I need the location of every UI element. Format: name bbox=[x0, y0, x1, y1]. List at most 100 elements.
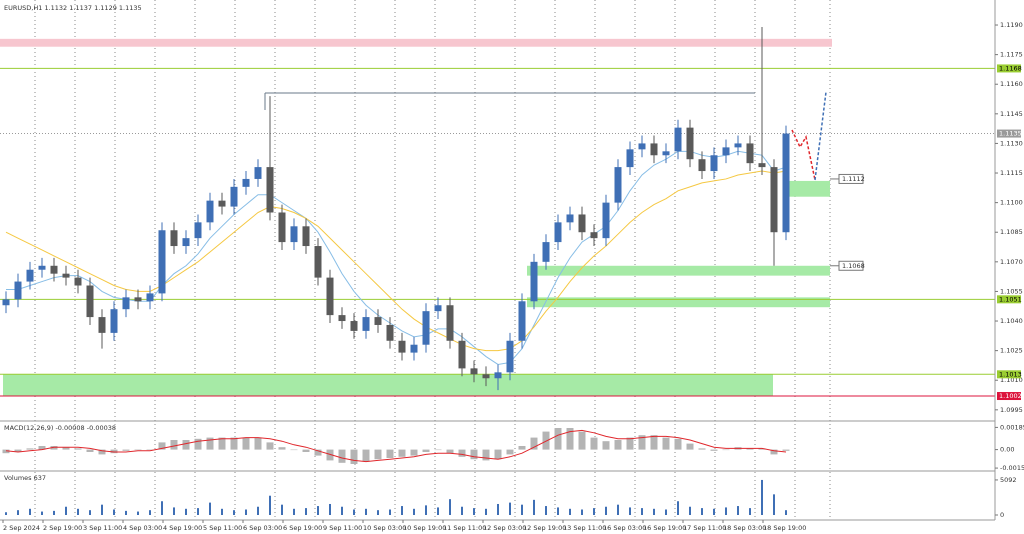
candle-body bbox=[386, 324, 394, 341]
volume-bar bbox=[269, 495, 271, 515]
volume-bar bbox=[17, 510, 19, 515]
zone bbox=[785, 180, 830, 197]
candle-body bbox=[302, 226, 310, 247]
x-tick-label: 13 Sep 11:00 bbox=[563, 524, 606, 532]
candle-body bbox=[422, 311, 430, 345]
macd-bar bbox=[746, 448, 754, 450]
y-tick-label: 1.1115 bbox=[1000, 169, 1023, 177]
macd-bar bbox=[86, 449, 94, 452]
y-tick-label: 1.0995 bbox=[1000, 406, 1023, 414]
volume-bar bbox=[257, 506, 259, 515]
macd-bar bbox=[674, 438, 682, 450]
y-tick-label: 1.1055 bbox=[1000, 287, 1023, 295]
x-tick-label: 2 Sep 19:00 bbox=[43, 524, 82, 532]
y-tick-label: 1.1040 bbox=[1000, 317, 1023, 325]
zone bbox=[0, 38, 832, 47]
candle-body bbox=[314, 246, 322, 278]
macd-bar bbox=[266, 442, 274, 450]
volume-bar bbox=[413, 508, 415, 515]
macd-bar bbox=[218, 437, 226, 450]
volume-tick-label: 0 bbox=[1000, 511, 1004, 519]
macd-bar bbox=[758, 448, 766, 450]
price-tag bbox=[997, 295, 1021, 304]
candle-body bbox=[86, 285, 94, 318]
zone bbox=[527, 265, 830, 276]
volume-bar bbox=[209, 502, 211, 515]
y-tick-label: 1.1175 bbox=[1000, 51, 1023, 59]
candle-body bbox=[170, 230, 178, 247]
header-value: 1.1137 bbox=[69, 4, 92, 12]
candle-body bbox=[374, 317, 382, 325]
volume-bar bbox=[365, 508, 367, 515]
macd-bar bbox=[686, 443, 694, 450]
candle-body bbox=[674, 127, 682, 152]
volume-value: 637 bbox=[34, 474, 46, 482]
volume-bar bbox=[377, 510, 379, 515]
x-tick-label: 10 Sep 03:00 bbox=[363, 524, 406, 532]
macd-bar bbox=[650, 435, 658, 450]
candle-body bbox=[338, 315, 346, 322]
macd-bar bbox=[518, 446, 526, 450]
volume-bar bbox=[677, 501, 679, 515]
candle-body bbox=[686, 127, 694, 160]
macd-bar bbox=[338, 449, 346, 463]
candle-body bbox=[14, 281, 22, 300]
x-tick-label: 4 Sep 19:00 bbox=[163, 524, 202, 532]
macd-tick-label: 0.00 bbox=[1000, 446, 1014, 454]
x-tick-label: 9 Sep 11:00 bbox=[323, 524, 362, 532]
price-tag bbox=[997, 392, 1021, 401]
x-tick-label: 18 Sep 03:00 bbox=[723, 524, 766, 532]
price-tag bbox=[997, 370, 1021, 379]
candle-body bbox=[578, 214, 586, 233]
macd-bar bbox=[314, 449, 322, 456]
macd-bar bbox=[350, 449, 358, 464]
volume-bar bbox=[581, 509, 583, 515]
candle-body bbox=[782, 133, 790, 233]
y-tick-label: 1.1130 bbox=[1000, 139, 1023, 147]
volume-bar bbox=[221, 508, 223, 515]
macd-bar bbox=[434, 449, 442, 451]
candle-body bbox=[182, 238, 190, 247]
candle-body bbox=[278, 212, 286, 243]
volume-bar bbox=[533, 499, 535, 515]
macd-bar bbox=[278, 447, 286, 450]
macd-bar bbox=[26, 448, 34, 450]
candle-body bbox=[770, 167, 778, 233]
candle-body bbox=[218, 200, 226, 207]
candle-body bbox=[506, 340, 514, 373]
volume-bar bbox=[665, 509, 667, 515]
candle-body bbox=[554, 222, 562, 243]
volume-bar bbox=[233, 510, 235, 515]
macd-bar bbox=[446, 449, 454, 454]
macd-bar bbox=[158, 442, 166, 450]
candle-body bbox=[530, 261, 538, 302]
candle-body bbox=[398, 340, 406, 353]
price-tag bbox=[997, 129, 1021, 138]
candle-body bbox=[494, 372, 502, 379]
volume-bar bbox=[653, 508, 655, 515]
volume-bar bbox=[53, 510, 55, 515]
macd-bar bbox=[422, 449, 430, 452]
x-tick-label: 11 Sep 11:00 bbox=[443, 524, 486, 532]
macd-bar bbox=[134, 449, 142, 451]
volume-bar bbox=[401, 506, 403, 515]
x-tick-label: 2 Sep 2024 bbox=[3, 524, 40, 532]
price-tag-label: 1.1051 bbox=[999, 295, 1022, 303]
macd-bar bbox=[554, 428, 562, 450]
volume-bar bbox=[329, 503, 331, 515]
x-tick-label: 17 Sep 11:00 bbox=[683, 524, 726, 532]
volume-bar bbox=[281, 504, 283, 515]
candle-body bbox=[38, 265, 46, 270]
macd-bar bbox=[290, 449, 298, 451]
callout-box bbox=[838, 260, 864, 271]
candle-body bbox=[458, 340, 466, 369]
y-tick-label: 1.1070 bbox=[1000, 258, 1023, 266]
candle-body bbox=[446, 305, 454, 341]
candle-body bbox=[122, 297, 130, 310]
zone bbox=[3, 374, 773, 397]
volume-bar bbox=[197, 508, 199, 515]
candle-body bbox=[614, 167, 622, 203]
volume-bar bbox=[161, 501, 163, 515]
macd-bar bbox=[662, 437, 670, 450]
candle-body bbox=[242, 178, 250, 187]
